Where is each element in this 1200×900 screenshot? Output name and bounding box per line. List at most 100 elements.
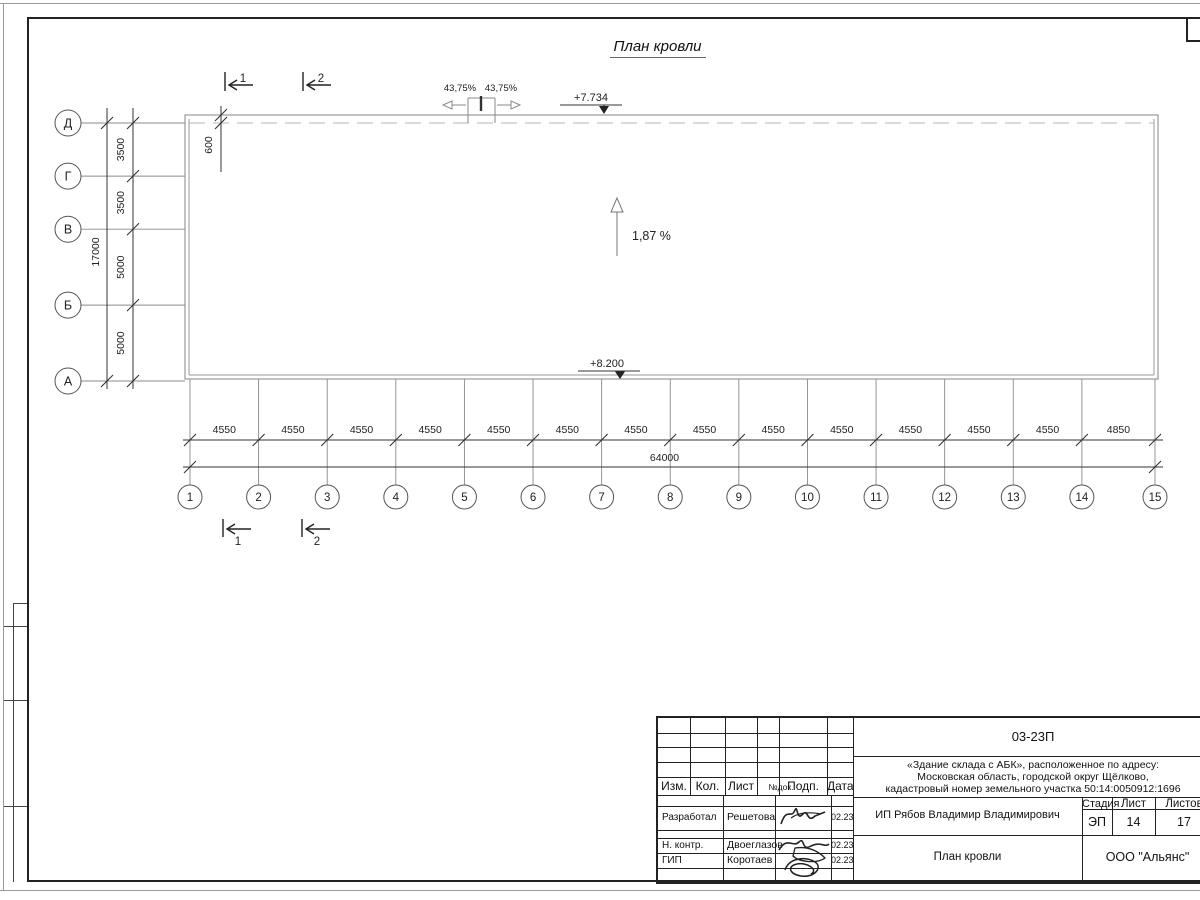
col-axis-label: 14 (1075, 492, 1088, 504)
tb-stage-value: ЭП (1088, 815, 1106, 829)
tb-name-gip: Коротаев (727, 854, 773, 866)
dim-tick (320, 433, 334, 447)
titleblock-line (658, 853, 853, 854)
col-axis-label: 15 (1149, 492, 1162, 504)
tb-header-list: Лист (727, 779, 755, 793)
dim-tick (126, 169, 140, 183)
dim-tick (252, 433, 265, 447)
dim-tick (126, 222, 140, 236)
slope-arrow: 1,87 % (610, 196, 671, 256)
col-axis-label: 1 (187, 492, 193, 504)
dim-tick (869, 433, 883, 447)
tb-doc-number: 03-23П (1011, 729, 1055, 744)
svg-text:+8.200: +8.200 (590, 358, 624, 370)
col-axis-bubble (589, 484, 615, 510)
dim-tick (126, 374, 140, 388)
tb-date-gip: 02.23 (831, 855, 854, 865)
tb-date-ncontrol: 02.23 (831, 840, 854, 850)
row-axis-label: Б (64, 299, 72, 313)
titleblock-line (658, 733, 853, 734)
tb-header-data: Дата (827, 779, 854, 793)
tb-sheet-value: 14 (1126, 815, 1141, 829)
row-axis-bubble (54, 215, 82, 243)
titleblock-line (1112, 797, 1113, 835)
row-axis-bubble (54, 367, 82, 395)
col-dim-label: 4550 (693, 424, 717, 436)
col-axis-label: 4 (393, 492, 400, 504)
titleblock-line (658, 830, 853, 831)
col-axis-bubble (451, 484, 477, 510)
dim-tick (183, 433, 197, 447)
col-axis-bubble (657, 484, 683, 510)
tb-name-developer: Решетова (727, 811, 776, 823)
col-axis-bubble (314, 484, 340, 510)
dim-tick (1148, 433, 1162, 447)
col-axis-bubble (246, 484, 272, 510)
page-title: План кровли (575, 38, 740, 58)
titleblock-line (853, 756, 1200, 757)
titleblock-line (757, 718, 758, 795)
col-axis-bubble (932, 484, 958, 510)
frame-top (27, 17, 1200, 19)
overhang-dimension: 600 (203, 106, 228, 172)
tb-role-gip: ГИП (662, 855, 682, 866)
col-axis-label: 2 (255, 492, 261, 504)
col-axis-bubble (1069, 484, 1095, 510)
frame-bottom (27, 880, 1200, 882)
section-mark-2-top: 2 (302, 72, 331, 91)
tb-sheets-label: Листов (1165, 798, 1200, 810)
svg-text:1: 1 (235, 536, 241, 548)
titleblock-line (725, 718, 726, 795)
titleblock-line (658, 762, 853, 763)
dim-tick (100, 116, 114, 130)
corner-doc-box (1186, 17, 1200, 42)
sheet-outer-border-top (0, 3, 1200, 4)
dim-tick (458, 433, 471, 447)
col-dim-label: 4550 (761, 424, 785, 436)
tb-header-izm: Изм. (661, 779, 687, 793)
titleblock-line (658, 777, 853, 778)
parapet-detail: 43,75% 43,75% (441, 83, 522, 123)
titleblock-line (1082, 809, 1200, 810)
tb-drawing-name: План кровли (933, 851, 1002, 863)
sheet-outer-border-left (3, 3, 4, 891)
col-dim-label: 4550 (899, 424, 923, 436)
col-dim-label: 4550 (967, 424, 991, 436)
tb-company: ООО "Альянс" (1105, 850, 1190, 864)
tb-name-ncontrol: Двоеглазов (727, 839, 783, 851)
titleblock-line (1155, 797, 1156, 835)
svg-text:43,75%: 43,75% (485, 83, 518, 94)
roof-outline (184, 114, 1159, 380)
side-table-line (4, 626, 27, 627)
dim-tick (126, 116, 140, 130)
dim-tick (126, 298, 140, 312)
frame-left (27, 17, 29, 882)
svg-text:43,75%: 43,75% (444, 83, 477, 94)
dim-tick (938, 433, 952, 447)
row-axis-bubble (54, 291, 82, 319)
titleblock-line (690, 718, 691, 795)
titleblock-line (658, 747, 853, 748)
dim-tick (1148, 460, 1162, 474)
section-mark-2-bottom: 2 (301, 519, 330, 548)
side-table-line (4, 700, 27, 701)
tb-client: ИП Рябов Владимир Владимирович (875, 809, 1060, 821)
svg-text:2: 2 (318, 73, 324, 85)
row-axis-bubble (54, 162, 82, 190)
col-axis-bubble (726, 484, 752, 510)
tb-stage-label: Стадия (1082, 798, 1120, 810)
col-dim-label: 4550 (350, 424, 374, 436)
row-dim-label: 3500 (115, 191, 127, 215)
col-axis-label: 6 (530, 492, 536, 504)
row-axis-bubble (54, 109, 82, 137)
col-axis-bubble (863, 484, 889, 510)
row-axis-label: Д (64, 117, 73, 131)
col-axis-label: 10 (801, 492, 814, 504)
tb-role-developer: Разработал (662, 812, 717, 823)
row-axis-label: А (64, 375, 73, 389)
col-axis-label: 11 (870, 492, 882, 504)
side-table-line (4, 806, 27, 807)
tb-sheets-value: 17 (1177, 815, 1191, 829)
